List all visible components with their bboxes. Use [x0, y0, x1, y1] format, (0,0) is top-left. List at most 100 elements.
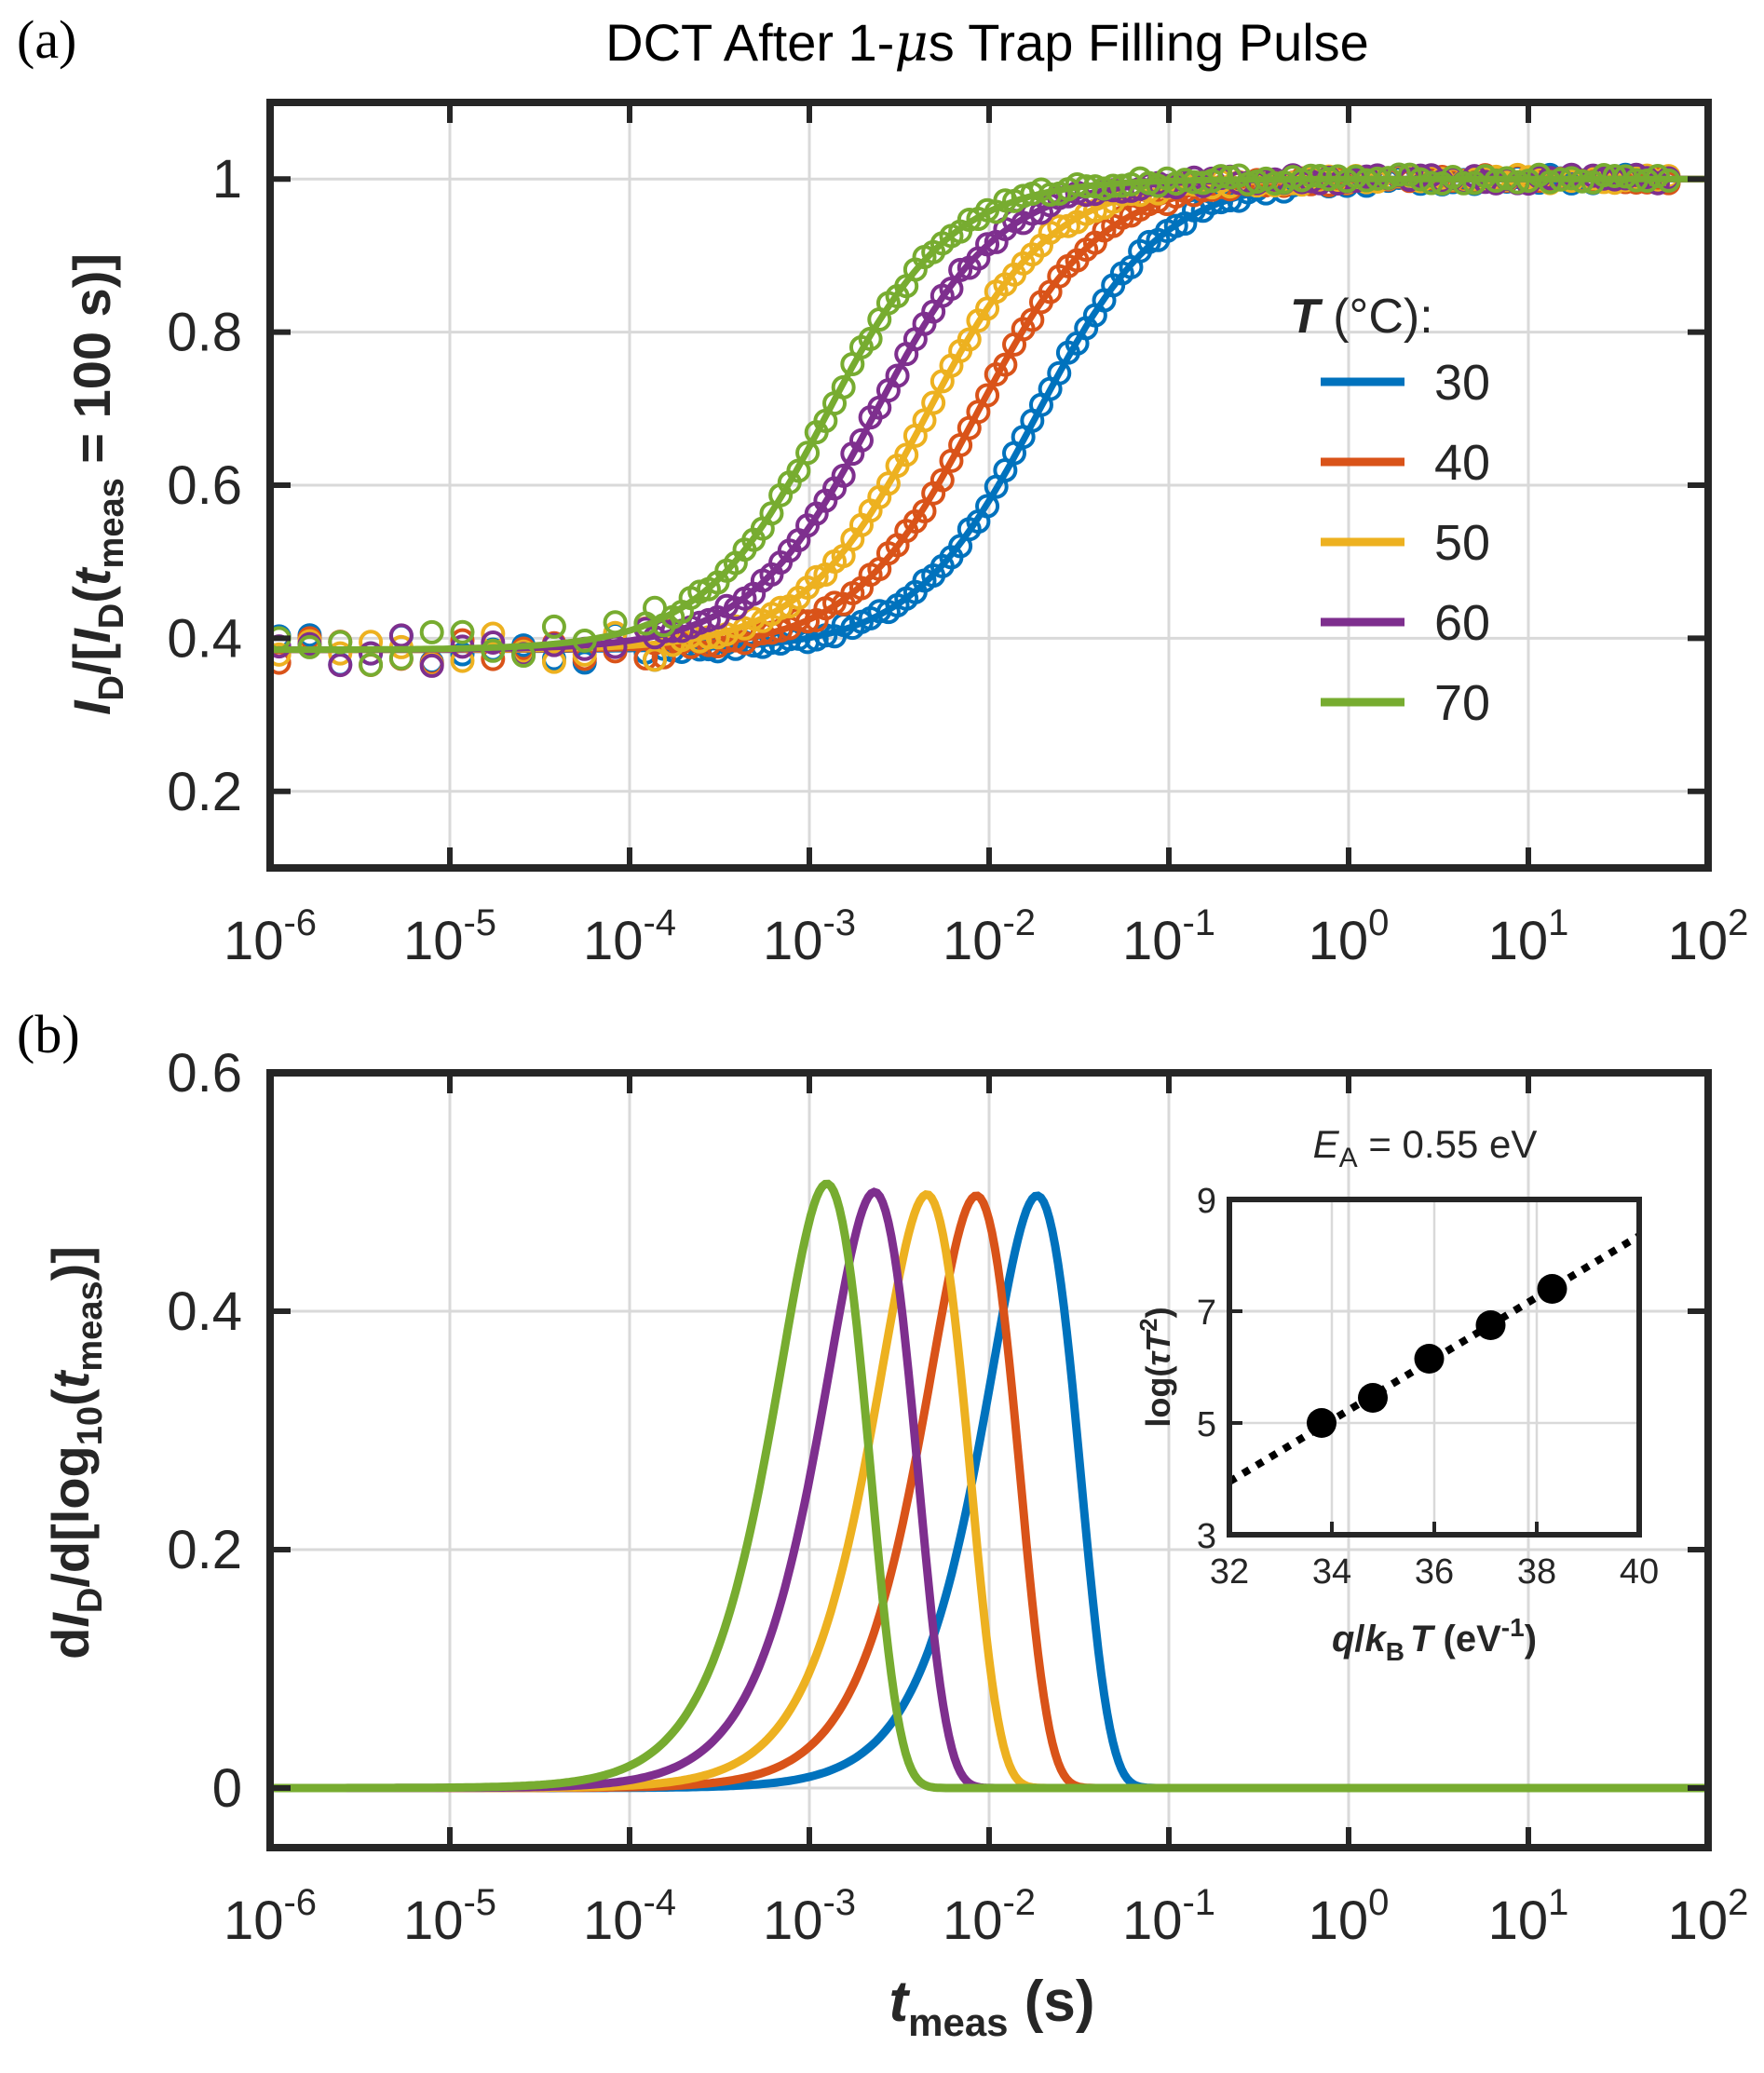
data-point-a-50: [768, 595, 794, 620]
data-point-a-60: [481, 630, 506, 655]
inset-data-point: [1358, 1383, 1388, 1413]
panel-b-grid: [270, 1071, 1708, 1848]
data-point-a-70: [1451, 170, 1476, 196]
inset-yl-p3: ): [1139, 1307, 1177, 1318]
legend-label-30: 30: [1434, 355, 1490, 411]
panel-b-xtick-label: 10-5: [403, 1882, 496, 1951]
panel-a: 10-6 10-5 10-4 10-3 10-2 10-1 100 101 102 0.2 0.4 0…: [62, 99, 1748, 971]
yb-p3: /d[log: [41, 1445, 100, 1587]
data-point-a-60: [939, 276, 964, 301]
data-point-a-50: [643, 647, 668, 672]
data-point-a-30: [1136, 229, 1161, 254]
inset-xl-p1: q: [1332, 1619, 1354, 1660]
ya-p1: I: [62, 699, 121, 715]
panel-a-xtick-label: 10-2: [943, 902, 1036, 971]
inset-xtick-label: 36: [1415, 1552, 1454, 1592]
inset-xtick-label: 40: [1620, 1552, 1659, 1592]
panel-b-ytick-label: 0.4: [167, 1281, 242, 1342]
panel-a-ytick-label: 1: [212, 149, 242, 210]
inset-title-p1: E: [1313, 1122, 1340, 1166]
panel-a-xtick-label: 10-1: [1122, 902, 1215, 971]
inset-yl-p2sup: 2: [1134, 1318, 1162, 1331]
inset-yl-p2: τT: [1139, 1329, 1177, 1366]
inset-xtick-label: 34: [1312, 1552, 1351, 1592]
legend-label-50: 50: [1434, 515, 1490, 571]
series-a-70: [266, 162, 1708, 677]
panel-b-xtick-label: 10-3: [763, 1882, 856, 1951]
inset-xlabel: q/kB T (eV-1): [1332, 1613, 1537, 1666]
panel-b-ytick-label: 0: [212, 1758, 242, 1819]
inset-ytick-label: 5: [1197, 1405, 1216, 1444]
inset-data-point: [1414, 1344, 1445, 1374]
inset-yl-p1: log(: [1139, 1366, 1177, 1428]
data-point-a-70: [1418, 170, 1444, 196]
data-point-a-50: [481, 621, 506, 646]
ya-p3s: D: [92, 603, 131, 629]
panel-b-xtick-label: 10-2: [943, 1882, 1036, 1951]
panel-b-xtick-label: 101: [1488, 1882, 1569, 1951]
panel-b-ytick-label: 0.6: [167, 1043, 242, 1104]
panel-a-series: [266, 162, 1708, 678]
panel-b-ytick-label: 0.2: [167, 1520, 242, 1580]
data-point-a-70: [1387, 162, 1412, 187]
inset-title-p2: = 0.55 eV: [1358, 1122, 1538, 1166]
ya-p5: t: [62, 566, 121, 586]
yb-p2: I: [41, 1612, 100, 1628]
ya-p3: I: [62, 628, 121, 644]
data-point-a-50: [957, 327, 982, 352]
yb-p6: )]: [41, 1246, 100, 1280]
data-point-a-60: [388, 623, 414, 648]
curve-b-70: [270, 1179, 1708, 1793]
panel-a-xtick-label: 10-6: [224, 902, 317, 971]
legend-title: T (°C):: [1290, 290, 1433, 344]
data-point-a-70: [541, 614, 566, 639]
yb-p2s: D: [71, 1588, 110, 1613]
panel-b-xlabel: tmeas (s): [889, 1970, 1094, 2044]
data-point-a-50: [894, 442, 919, 467]
data-point-a-70: [450, 619, 475, 644]
ya-p2: /[: [62, 644, 121, 675]
legend-label-70: 70: [1434, 675, 1490, 731]
ya-p5s: meas: [92, 478, 131, 568]
inset-xl-p6: ): [1525, 1619, 1537, 1660]
data-point-a-60: [359, 641, 384, 666]
inset-xl-p5sup: -1: [1501, 1613, 1525, 1642]
ya-p6: = 100 s)]: [62, 253, 121, 478]
inset-title: EA = 0.55 eV: [1313, 1122, 1538, 1173]
panel-b-label: (b): [17, 1004, 80, 1064]
data-point-a-70: [858, 326, 883, 351]
data-point-a-50: [328, 641, 353, 666]
panel-b-ylabel: dID/d[log10(tmeas)]: [41, 1246, 110, 1660]
legend: T (°C): 30 40 50 60 70: [1290, 290, 1490, 731]
ya-p1s: D: [92, 675, 131, 700]
legend-label-40: 40: [1434, 435, 1490, 491]
data-point-a-50: [921, 390, 946, 415]
inset-data-point: [1475, 1310, 1506, 1340]
xb-p2: (s): [1009, 1970, 1095, 2034]
panel-a-xtick-label: 10-5: [403, 902, 496, 971]
data-point-a-30: [975, 494, 1000, 519]
inset-xl-p3s: B: [1386, 1637, 1404, 1666]
inset-title-p1s: A: [1339, 1143, 1358, 1173]
inset-xl-p3: k: [1365, 1619, 1388, 1660]
panel-b-xtick-label: 10-4: [583, 1882, 676, 1951]
title-mu: μ: [894, 13, 928, 74]
panel-b-xtick-label: 102: [1668, 1882, 1749, 1951]
data-point-a-60: [848, 427, 874, 453]
yb-p5s: meas: [71, 1280, 110, 1371]
data-point-a-40: [975, 383, 1000, 408]
yb-p5: t: [41, 1369, 100, 1389]
xb-p1s: meas: [908, 2000, 1008, 2044]
panel-a-ytick-label: 0.6: [167, 455, 242, 516]
data-point-a-70: [359, 652, 384, 677]
inset-data: [1227, 1232, 1642, 1485]
chart-title: DCT After 1-μs Trap Filling Pulse: [605, 13, 1369, 74]
inset-ticks: 32 34 36 38 40 3 5 7 9: [1197, 1182, 1659, 1592]
panel-b-ticks: 10-6 10-5 10-4 10-3 10-2 10-1 100 101 102 0 0.2 0.4…: [167, 1043, 1748, 1951]
data-point-a-70: [1208, 164, 1233, 189]
legend-items: 30 40 50 60 70: [1321, 355, 1490, 731]
inset-xtick-label: 32: [1210, 1552, 1249, 1592]
panel-a-ytick-label: 0.4: [167, 608, 242, 669]
panel-a-ticks: 10-6 10-5 10-4 10-3 10-2 10-1 100 101 102 0.2 0.4 0…: [167, 102, 1748, 971]
